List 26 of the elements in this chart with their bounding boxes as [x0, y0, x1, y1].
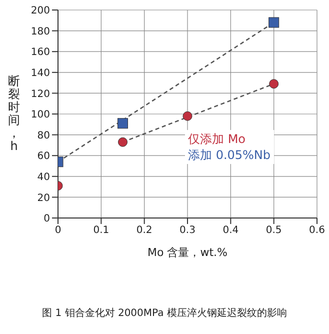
y-tick-label: 60: [37, 151, 50, 162]
caption: 图 1 钼合金化对 2000MPa 模压淬火钢延迟裂纹的影响: [41, 306, 288, 320]
y-tick-label: 0: [44, 214, 50, 225]
x-tick-label: 0: [54, 225, 62, 236]
y-tick-label: 200: [30, 6, 50, 17]
x-tick-label: 0.2: [136, 225, 152, 236]
x-tick-label: 0.5: [266, 225, 282, 236]
y-tick-label: 20: [37, 192, 50, 204]
y-tick-label: 120: [30, 88, 50, 100]
y-axis-title: 断裂时间，h: [8, 74, 20, 153]
x-tick-label: 0.6: [309, 225, 325, 236]
y-tick-label: 140: [30, 68, 50, 79]
series-label: 仅添加 Mo: [188, 131, 247, 147]
x-axis-title: Mo 含量，wt.%: [148, 246, 228, 259]
point: [268, 17, 280, 28]
text: 添加 0.05%Nb: [188, 147, 271, 163]
y-tick-label: 160: [30, 47, 50, 58]
y-tick-label: 80: [37, 130, 50, 142]
x-tick-label: 0.3: [180, 225, 196, 236]
point: [182, 111, 192, 121]
point: [269, 79, 279, 89]
y-tick-label: 40: [37, 172, 50, 183]
x-tick-label: 0.4: [222, 225, 239, 236]
x-tick-label: 0.1: [93, 225, 110, 236]
y-tick-label: 100: [30, 110, 50, 121]
y-tick-label: 180: [30, 26, 50, 38]
